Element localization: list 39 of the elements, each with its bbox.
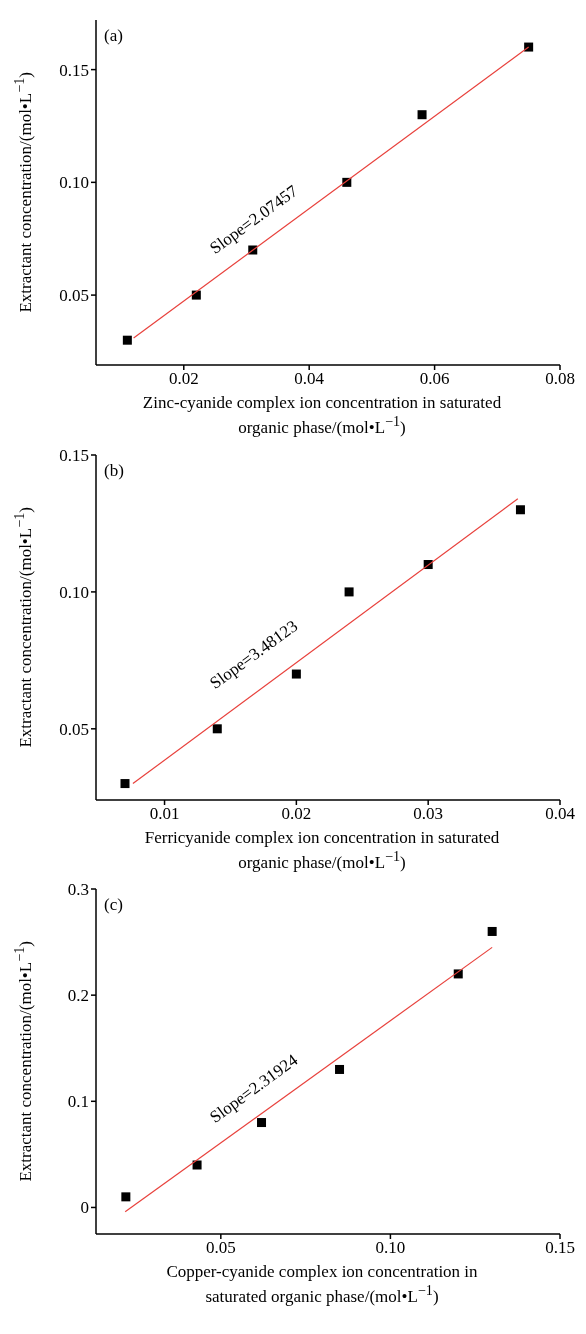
point xyxy=(335,1065,345,1075)
y-tick-label: 0.05 xyxy=(59,286,89,306)
point xyxy=(192,1160,202,1170)
point xyxy=(344,587,354,597)
x-tick-label: 0.03 xyxy=(413,803,444,823)
x-tick-label: 0.10 xyxy=(375,1238,406,1258)
point xyxy=(487,927,497,937)
point xyxy=(212,723,222,733)
x-tick-label: 0.08 xyxy=(545,369,575,389)
y-tick-label: 0.10 xyxy=(59,173,89,193)
x-tick-label: 0.02 xyxy=(168,369,199,389)
x-tick-label: 0.15 xyxy=(545,1238,575,1258)
y-tick-label: 0 xyxy=(80,1198,89,1218)
x-axis-title: Ferricyanide complex ion concentration in saturated organic phase/(mol•L$^{−1}$) xyxy=(143,827,501,872)
x-tick-label: 0.02 xyxy=(281,803,312,823)
x-tick-label: 0.05 xyxy=(205,1238,236,1258)
annotation: (c) xyxy=(104,895,123,916)
point xyxy=(121,1192,131,1202)
x-axis-title: Copper-cyanide complex ion concentration in saturated organic phase/(mol•L$^{−1}$) xyxy=(165,1262,479,1306)
point xyxy=(191,290,201,300)
x-tick-label: 0.06 xyxy=(419,369,450,389)
y-tick-label: 0.10 xyxy=(59,582,89,602)
y-tick-label: 0.15 xyxy=(59,60,89,80)
annotation: (a) xyxy=(104,26,123,46)
y-tick-label: 0.2 xyxy=(67,986,89,1006)
x-tick-label: 0.04 xyxy=(545,803,576,823)
y-tick-label: 0.15 xyxy=(59,445,89,465)
point xyxy=(524,42,534,52)
y-tick-label: 0.1 xyxy=(67,1092,89,1112)
x-tick-label: 0.01 xyxy=(149,803,180,823)
x-axis-title: Zinc-cyanide complex ion concentration in saturated organic phase/(mol•L$^{−1}$) xyxy=(141,393,503,437)
point xyxy=(417,110,427,120)
annotation: (b) xyxy=(104,460,124,481)
y-tick-label: 0.3 xyxy=(67,880,89,900)
point xyxy=(120,778,130,788)
x-tick-label: 0.04 xyxy=(294,369,325,389)
point xyxy=(515,504,525,514)
point xyxy=(122,335,132,345)
y-tick-label: 0.05 xyxy=(59,719,89,739)
